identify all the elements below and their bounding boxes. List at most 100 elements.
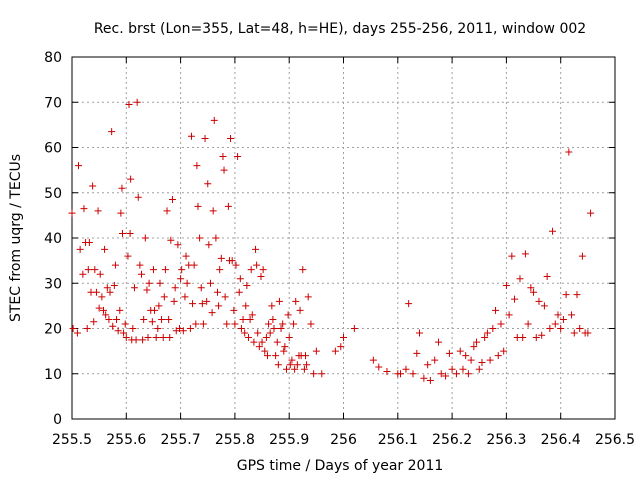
- data-point: [85, 239, 93, 247]
- data-point: [170, 297, 178, 305]
- data-point: [206, 279, 214, 287]
- data-point: [217, 254, 225, 262]
- data-point: [110, 282, 118, 290]
- data-point: [210, 116, 218, 124]
- data-point: [194, 202, 202, 210]
- data-point: [154, 325, 162, 332]
- data-point: [90, 318, 98, 326]
- data-point: [105, 315, 113, 323]
- data-point: [159, 334, 167, 342]
- data-point: [318, 370, 326, 378]
- data-point: [144, 334, 152, 342]
- data-point: [279, 320, 287, 328]
- data-point: [117, 209, 125, 217]
- data-point: [470, 343, 478, 351]
- data-point: [165, 315, 173, 323]
- data-point: [340, 334, 347, 342]
- data-point: [171, 284, 179, 292]
- data-point: [106, 288, 114, 296]
- y-tick-label: 20: [44, 322, 62, 338]
- data-point: [532, 334, 540, 342]
- data-point: [426, 377, 434, 385]
- x-tick-label: 255.6: [106, 432, 146, 448]
- data-point: [252, 245, 260, 253]
- data-point: [227, 134, 235, 142]
- data-point: [177, 275, 185, 283]
- data-point: [190, 261, 198, 269]
- data-point: [187, 132, 195, 140]
- data-point: [118, 229, 126, 237]
- data-point: [290, 320, 298, 328]
- x-tick-label: 256.5: [595, 432, 635, 448]
- data-point: [481, 334, 489, 342]
- data-point: [456, 347, 464, 355]
- data-point: [331, 347, 339, 355]
- data-point: [489, 325, 497, 332]
- data-point: [73, 329, 81, 337]
- x-tick-label: 255.8: [215, 432, 255, 448]
- data-point: [132, 336, 140, 344]
- data-point: [424, 361, 432, 369]
- data-point: [310, 370, 318, 378]
- data-point: [101, 245, 109, 253]
- data-point: [268, 302, 276, 310]
- data-point: [152, 334, 160, 342]
- data-point: [189, 300, 197, 308]
- data-point: [126, 229, 134, 237]
- x-tick-label: 256.4: [541, 432, 581, 448]
- data-point: [205, 241, 213, 249]
- data-point: [133, 98, 141, 106]
- data-point: [228, 257, 236, 265]
- data-point: [519, 334, 527, 342]
- data-point: [312, 347, 320, 355]
- data-point: [486, 356, 494, 364]
- x-tick-label: 255.9: [269, 432, 309, 448]
- data-point: [272, 352, 280, 360]
- data-point: [416, 329, 424, 337]
- data-point: [301, 352, 309, 360]
- data-point: [223, 320, 231, 328]
- data-point: [281, 343, 289, 351]
- data-point: [584, 329, 592, 337]
- data-point: [84, 266, 92, 274]
- data-point: [235, 288, 243, 296]
- data-point: [505, 311, 513, 319]
- data-point: [76, 245, 84, 253]
- data-point: [275, 297, 283, 305]
- data-point: [300, 365, 308, 373]
- data-point: [573, 291, 581, 299]
- data-point: [383, 367, 391, 375]
- data-point: [201, 134, 209, 142]
- data-point: [303, 361, 311, 369]
- data-point: [285, 334, 293, 342]
- data-point: [89, 182, 97, 190]
- data-point: [435, 338, 443, 346]
- data-point: [136, 261, 144, 269]
- data-point: [431, 356, 439, 364]
- x-tick-label: 255.7: [161, 432, 201, 448]
- data-point: [445, 349, 453, 357]
- data-point: [242, 302, 250, 310]
- data-point: [296, 306, 304, 314]
- data-point: [149, 266, 157, 274]
- data-point: [91, 266, 99, 274]
- data-point: [99, 306, 107, 314]
- data-point: [270, 325, 278, 332]
- data-point: [350, 325, 358, 332]
- data-point: [549, 227, 557, 235]
- x-tick-label: 256: [330, 432, 357, 448]
- data-point: [559, 315, 567, 323]
- data-point: [530, 288, 538, 296]
- data-point: [253, 261, 261, 269]
- data-point: [277, 325, 285, 332]
- data-point: [166, 334, 174, 342]
- data-point: [140, 315, 148, 323]
- data-point: [540, 302, 548, 310]
- data-point: [196, 234, 204, 242]
- data-point: [568, 311, 576, 319]
- data-point: [467, 356, 475, 364]
- data-point: [397, 370, 405, 378]
- data-point: [578, 252, 586, 260]
- data-point: [244, 334, 252, 342]
- data-point: [269, 315, 277, 323]
